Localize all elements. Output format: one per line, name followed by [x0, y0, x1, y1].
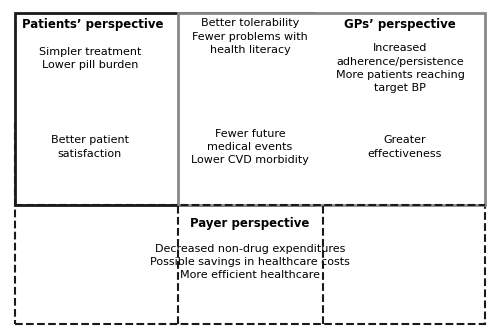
- Text: Increased
adherence/persistence
More patients reaching
target BP: Increased adherence/persistence More pat…: [336, 43, 464, 93]
- Text: Better patient
satisfaction: Better patient satisfaction: [51, 135, 129, 159]
- Text: Payer perspective: Payer perspective: [190, 217, 310, 230]
- Text: GPs’ perspective: GPs’ perspective: [344, 18, 456, 31]
- Bar: [178, 13, 485, 205]
- Bar: [15, 124, 485, 324]
- Text: Simpler treatment
Lower pill burden: Simpler treatment Lower pill burden: [39, 47, 141, 70]
- Text: Better tolerability
Fewer problems with
health literacy: Better tolerability Fewer problems with …: [192, 18, 308, 55]
- Text: Decreased non-drug expenditures
Possible savings in healthcare costs
More effici: Decreased non-drug expenditures Possible…: [150, 244, 350, 280]
- Text: Fewer future
medical events
Lower CVD morbidity: Fewer future medical events Lower CVD mo…: [191, 129, 309, 165]
- Text: Patients’ perspective: Patients’ perspective: [22, 18, 164, 31]
- Text: Greater
effectiveness: Greater effectiveness: [368, 135, 442, 159]
- Bar: [15, 13, 315, 205]
